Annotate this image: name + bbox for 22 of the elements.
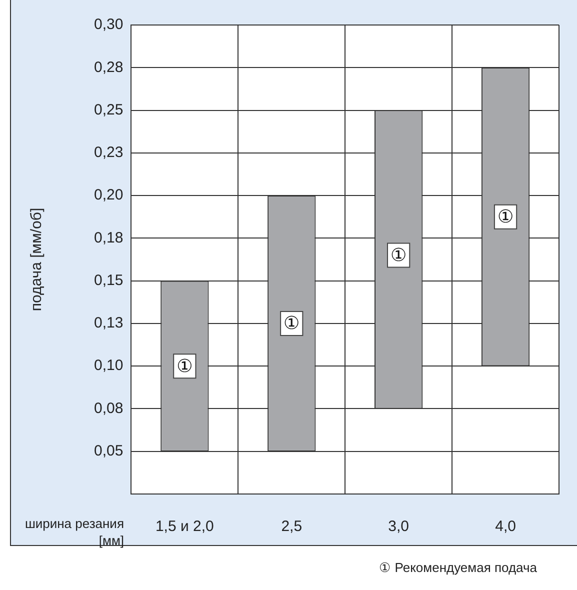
text: ① Рекомендуемая подача bbox=[379, 560, 537, 575]
y-tick-label: 0,18 bbox=[94, 229, 124, 246]
y-axis-title: подача [мм/об] bbox=[28, 208, 46, 312]
annotation: ① bbox=[176, 356, 193, 377]
annotation: ① bbox=[390, 244, 407, 266]
y-tick-label: 0,30 bbox=[94, 16, 124, 34]
y-tick-label: 0,13 bbox=[94, 314, 124, 332]
y-tick-label: 0,10 bbox=[94, 357, 124, 374]
y-tick-label: 0,25 bbox=[94, 101, 124, 118]
y-tick-label: 0,15 bbox=[94, 272, 124, 289]
x-tick-label: 2,5 bbox=[281, 518, 302, 536]
x-tick-label: 3,0 bbox=[388, 518, 410, 536]
y-tick-label: 0,28 bbox=[94, 58, 124, 76]
x-tick-label: 4,0 bbox=[495, 518, 516, 536]
y-tick-label: 0,08 bbox=[94, 400, 124, 417]
annotation: ① bbox=[497, 206, 514, 228]
y-tick-label: 0,23 bbox=[94, 144, 124, 162]
y-tick-label: 0,20 bbox=[94, 186, 124, 204]
annotation: ① bbox=[284, 313, 300, 334]
x-axis-title: ширина резания [мм] bbox=[24, 515, 124, 549]
y-tick-label: 0,05 bbox=[94, 442, 124, 460]
x-tick-label: 1,5 и 2,0 bbox=[155, 518, 214, 536]
